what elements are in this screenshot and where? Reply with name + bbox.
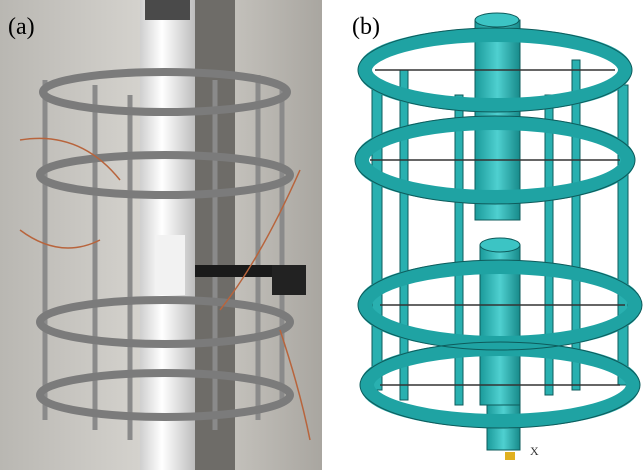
panel-label: (b) [352, 14, 380, 40]
mesh-panel: X (b) [352, 13, 642, 460]
photo-panel: (a) [0, 0, 322, 470]
panel-label: (a) [8, 14, 35, 40]
figure: (a) X (b) [0, 0, 644, 470]
axis-label: X [530, 444, 539, 458]
